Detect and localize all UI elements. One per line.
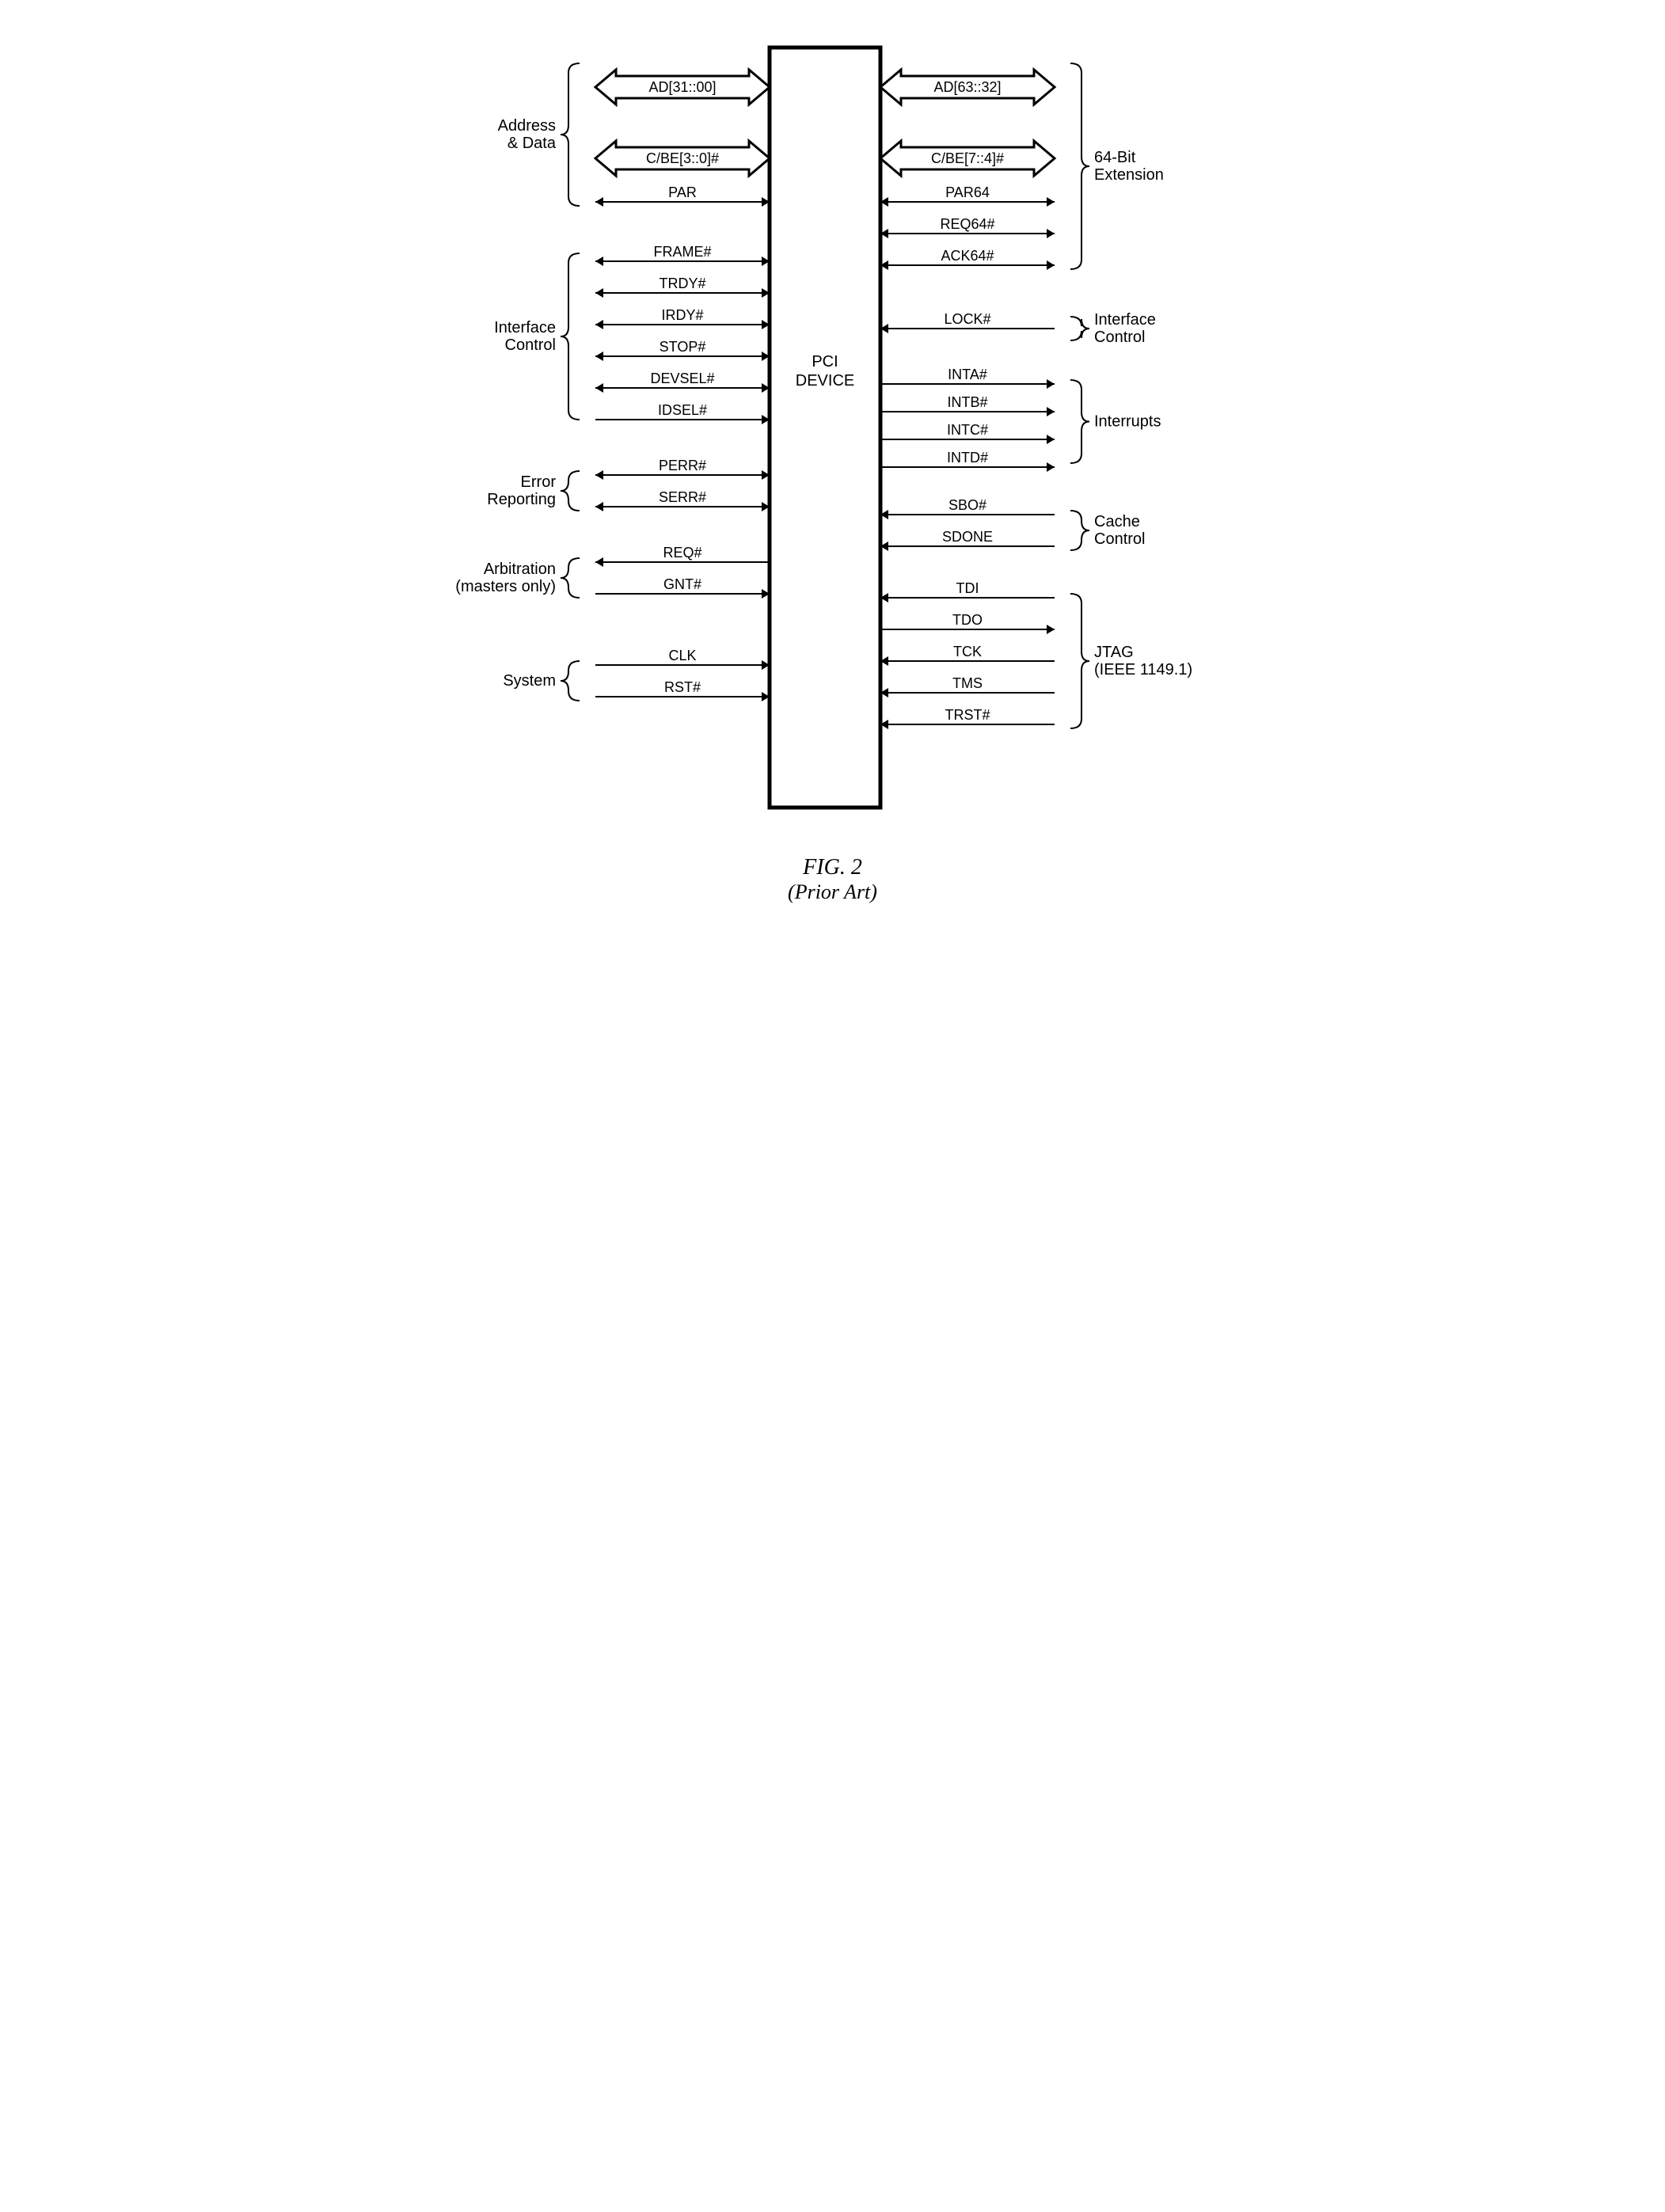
signal-label: C/BE[7::4]# xyxy=(930,150,1003,166)
signal-label: IDSEL# xyxy=(657,402,706,418)
brace xyxy=(561,253,580,420)
signal-label: TDI xyxy=(956,580,979,596)
group-label: (IEEE 1149.1) xyxy=(1094,661,1192,678)
brace xyxy=(561,471,580,511)
group-label: Control xyxy=(504,336,555,354)
group-label: JTAG xyxy=(1094,644,1134,661)
signal-label: INTA# xyxy=(948,367,987,382)
signal-label: DEVSEL# xyxy=(650,371,714,386)
signal-label: TCK xyxy=(953,644,982,659)
signal-label: INTB# xyxy=(947,394,987,410)
group-label: Interface xyxy=(494,319,556,336)
group-label: Extension xyxy=(1094,166,1164,184)
signal-label: INTD# xyxy=(946,450,987,466)
brace xyxy=(1070,317,1089,340)
signal-label: SDONE xyxy=(941,529,992,545)
group-label: Reporting xyxy=(487,491,556,508)
brace xyxy=(561,63,580,206)
group-label: (masters only) xyxy=(455,578,556,595)
block-label-1: PCI xyxy=(812,353,838,371)
signal-label: TMS xyxy=(952,675,983,691)
brace xyxy=(1070,380,1089,463)
group-label: Address xyxy=(497,117,555,135)
signal-label: INTC# xyxy=(946,422,987,438)
signal-label: FRAME# xyxy=(653,244,711,260)
group-label: System xyxy=(503,672,556,690)
diagram-svg: PCIDEVICE AD[31::00]C/BE[3::0]#PAR Address… xyxy=(437,32,1229,839)
block-label-2: DEVICE xyxy=(795,372,853,390)
signal-label: IRDY# xyxy=(661,307,703,323)
signal-label: PAR xyxy=(668,184,697,200)
brace xyxy=(1070,594,1089,728)
brace xyxy=(1070,63,1089,269)
signal-label: GNT# xyxy=(663,576,701,592)
brace xyxy=(1070,511,1089,550)
signal-label: AD[31::00] xyxy=(648,79,716,95)
group-label: Cache xyxy=(1094,513,1140,530)
signal-label: AD[63::32] xyxy=(933,79,1001,95)
signal-label: SERR# xyxy=(658,489,705,505)
figure-caption: FIG. 2 (Prior Art) xyxy=(32,855,1633,904)
signal-label: REQ# xyxy=(663,545,701,561)
signal-label: PAR64 xyxy=(945,184,990,200)
signal-label: CLK xyxy=(668,648,696,663)
signal-label: SBO# xyxy=(948,497,986,513)
figure-title: FIG. 2 xyxy=(32,855,1633,880)
group-label: Control xyxy=(1094,530,1145,548)
group-label: Interrupts xyxy=(1094,413,1161,431)
signal-label: PERR# xyxy=(658,458,705,473)
signal-label: ACK64# xyxy=(941,248,994,264)
brace xyxy=(561,558,580,598)
signal-label: RST# xyxy=(663,679,700,695)
group-label: Arbitration xyxy=(483,561,555,578)
group-label: & Data xyxy=(507,135,556,152)
signal-label: REQ64# xyxy=(940,216,994,232)
signal-label: TDO xyxy=(952,612,983,628)
signal-label: TRST# xyxy=(945,707,990,723)
group-label: Control xyxy=(1094,329,1145,346)
signal-label: C/BE[3::0]# xyxy=(645,150,718,166)
signal-label: LOCK# xyxy=(944,311,990,327)
group-label: Error xyxy=(520,473,556,491)
signal-label: STOP# xyxy=(659,339,705,355)
group-label: 64-Bit xyxy=(1094,149,1136,166)
brace xyxy=(561,661,580,701)
group-label: Interface xyxy=(1094,311,1156,329)
pci-signals-diagram: PCIDEVICE AD[31::00]C/BE[3::0]#PAR Address… xyxy=(437,32,1229,839)
signal-label: TRDY# xyxy=(659,276,705,291)
figure-subtitle: (Prior Art) xyxy=(32,880,1633,904)
